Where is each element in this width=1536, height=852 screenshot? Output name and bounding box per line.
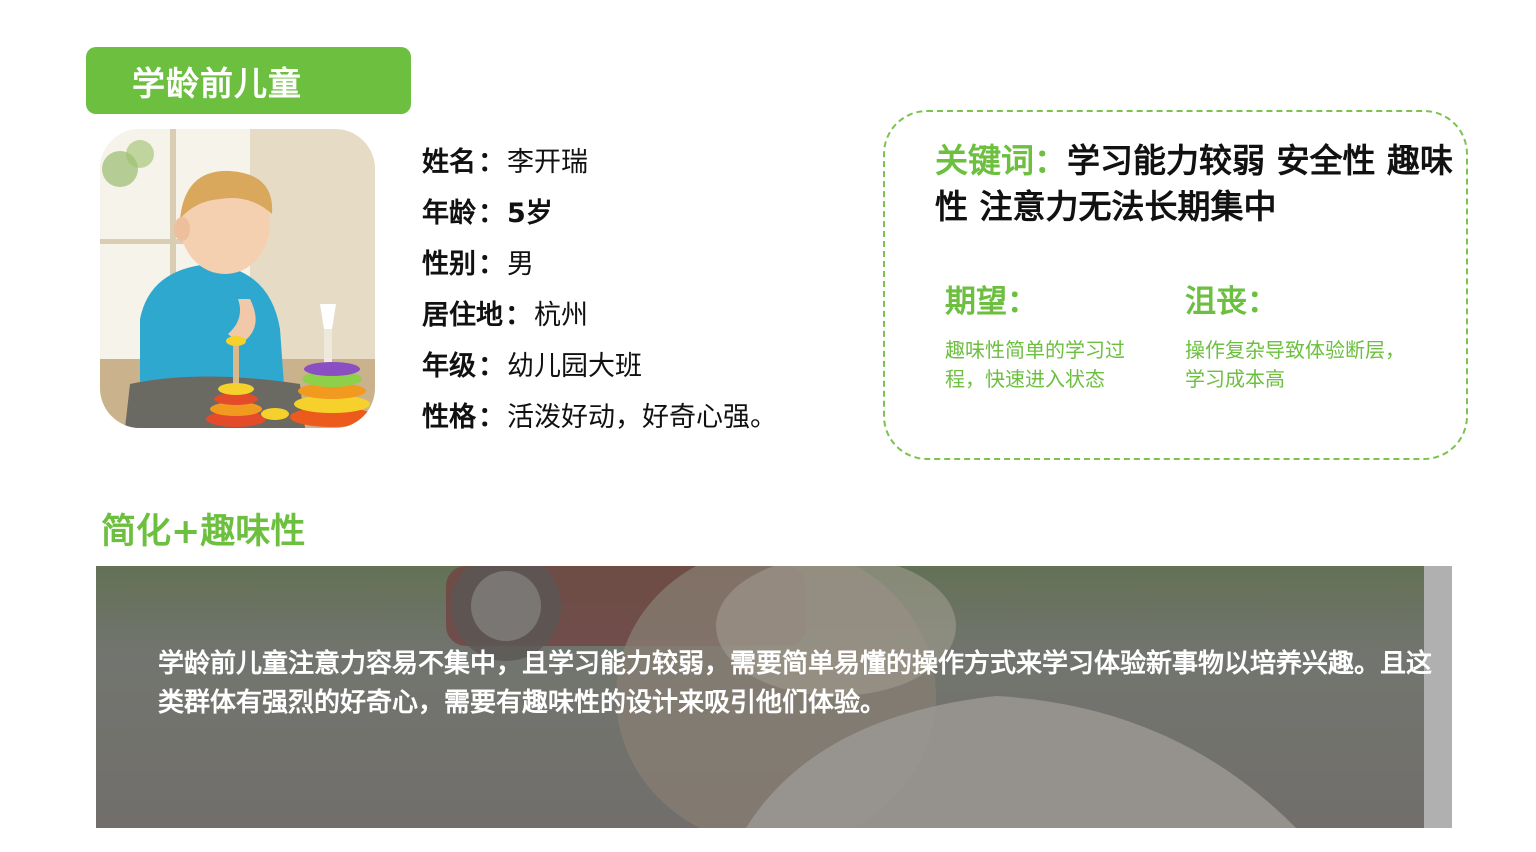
profile-key: 居住地 xyxy=(422,300,503,331)
keywords-text: 学习能力较弱 安全性 趣味性 注意力无法长期集中 xyxy=(935,141,1453,226)
profile-key: 年龄 xyxy=(422,198,476,229)
profile-value: 杭州 xyxy=(534,300,588,331)
persona-title-badge: 学龄前儿童 xyxy=(86,47,411,114)
profile-value: 李开瑞 xyxy=(507,147,588,178)
frustration-column: 沮丧： 操作复杂导致体验断层，学习成本高 xyxy=(1185,280,1410,394)
profile-value: 幼儿园大班 xyxy=(507,351,642,382)
profile-row-residence: 居住地：杭州 xyxy=(422,293,777,344)
hope-text: 趣味性简单的学习过程，快速进入状态 xyxy=(945,338,1125,391)
frustration-text: 操作复杂导致体验断层，学习成本高 xyxy=(1185,338,1405,391)
persona-title: 学龄前儿童 xyxy=(132,63,302,103)
profile-sep: ： xyxy=(478,351,505,382)
profile-row-name: 姓名：李开瑞 xyxy=(422,140,777,191)
profile-sep: ： xyxy=(478,402,505,433)
banner-text: 学龄前儿童注意力容易不集中，且学习能力较弱，需要简单易懂的操作方式来学习体验新事… xyxy=(158,649,1433,718)
profile-row-age: 年龄：5岁 xyxy=(422,191,777,242)
section-title: 简化+趣味性 xyxy=(101,512,306,552)
profile-key: 年级 xyxy=(422,351,476,382)
profile-value: 男 xyxy=(507,249,534,280)
profile-row-grade: 年级：幼儿园大班 xyxy=(422,344,777,395)
hope-title: 期望： xyxy=(945,284,1038,320)
hope-column: 期望： 趣味性简单的学习过程，快速进入状态 xyxy=(945,280,1155,394)
summary-banner: 学龄前儿童注意力容易不集中，且学习能力较弱，需要简单易懂的操作方式来学习体验新事… xyxy=(96,566,1452,828)
profile-sep: ： xyxy=(478,249,505,280)
frustration-title: 沮丧： xyxy=(1185,284,1278,320)
profile-sep: ： xyxy=(505,300,532,331)
profile-key: 姓名 xyxy=(422,147,476,178)
profile-row-gender: 性别：男 xyxy=(422,242,777,293)
banner-background xyxy=(96,566,1452,828)
profile-key: 性别 xyxy=(422,249,476,280)
keywords-block: 关键词：学习能力较弱 安全性 趣味性 注意力无法长期集中 xyxy=(935,138,1455,230)
keywords-card: 关键词：学习能力较弱 安全性 趣味性 注意力无法长期集中 期望： 趣味性简单的学… xyxy=(883,110,1468,460)
profile-value: 活泼好动，好奇心强。 xyxy=(507,402,777,433)
profile-key: 性格 xyxy=(422,402,476,433)
profile-sep: ： xyxy=(478,147,505,178)
profile-value: 5岁 xyxy=(507,198,553,229)
child-photo xyxy=(100,129,375,428)
profile-sep: ： xyxy=(478,198,505,229)
keywords-label: 关键词： xyxy=(935,141,1067,180)
profile-row-personality: 性格：活泼好动，好奇心强。 xyxy=(422,395,777,446)
profile-info: 姓名：李开瑞 年龄：5岁 性别：男 居住地：杭州 年级：幼儿园大班 性格：活泼好… xyxy=(422,140,777,446)
